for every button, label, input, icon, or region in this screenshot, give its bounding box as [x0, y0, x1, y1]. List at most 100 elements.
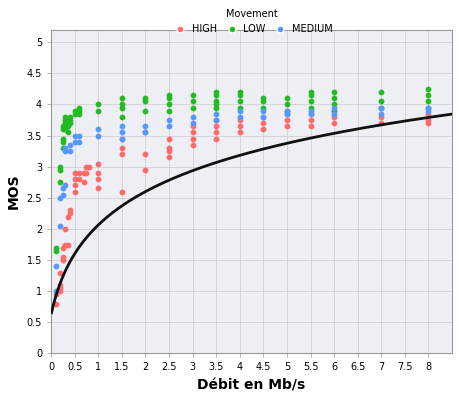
- Point: [59, 257, 67, 263]
- Point: [307, 117, 314, 123]
- Point: [142, 98, 149, 105]
- Point: [425, 98, 432, 105]
- Point: [118, 114, 125, 120]
- Point: [165, 117, 173, 123]
- Point: [95, 101, 102, 108]
- Point: [213, 98, 220, 105]
- Point: [213, 105, 220, 111]
- Point: [236, 123, 243, 129]
- Point: [83, 170, 90, 176]
- Point: [52, 288, 59, 294]
- Point: [142, 95, 149, 101]
- Point: [66, 117, 73, 123]
- Point: [95, 107, 102, 114]
- Point: [52, 300, 59, 307]
- Point: [76, 107, 83, 114]
- Point: [213, 136, 220, 142]
- Point: [62, 148, 69, 154]
- Point: [236, 129, 243, 136]
- Point: [80, 179, 88, 186]
- Point: [62, 182, 69, 189]
- Point: [189, 129, 196, 136]
- Point: [213, 101, 220, 108]
- Point: [213, 111, 220, 117]
- Point: [118, 105, 125, 111]
- Point: [189, 142, 196, 148]
- Point: [57, 164, 64, 170]
- Point: [283, 107, 291, 114]
- Point: [95, 170, 102, 176]
- Point: [189, 136, 196, 142]
- Point: [142, 123, 149, 129]
- Point: [142, 167, 149, 173]
- Point: [213, 123, 220, 129]
- Y-axis label: MOS: MOS: [7, 174, 21, 209]
- Point: [64, 123, 71, 129]
- Point: [57, 285, 64, 291]
- Point: [118, 151, 125, 158]
- Point: [307, 111, 314, 117]
- Point: [236, 105, 243, 111]
- Point: [189, 114, 196, 120]
- Point: [378, 89, 385, 95]
- Point: [165, 95, 173, 101]
- Point: [236, 92, 243, 98]
- Point: [66, 148, 73, 154]
- Point: [95, 185, 102, 192]
- Point: [71, 138, 78, 145]
- Point: [76, 138, 83, 145]
- Point: [142, 151, 149, 158]
- Point: [330, 107, 338, 114]
- Point: [59, 245, 67, 251]
- Point: [330, 111, 338, 117]
- Point: [66, 120, 73, 126]
- Point: [283, 101, 291, 108]
- Point: [189, 120, 196, 126]
- Point: [57, 223, 64, 229]
- Point: [307, 92, 314, 98]
- Point: [118, 95, 125, 101]
- Point: [59, 185, 67, 192]
- Point: [425, 117, 432, 123]
- Point: [260, 126, 267, 132]
- Point: [57, 288, 64, 294]
- Point: [307, 107, 314, 114]
- Point: [57, 195, 64, 201]
- Point: [425, 105, 432, 111]
- Point: [378, 98, 385, 105]
- Point: [59, 136, 67, 142]
- Point: [59, 123, 67, 129]
- Point: [142, 129, 149, 136]
- Point: [307, 105, 314, 111]
- Point: [71, 182, 78, 189]
- Point: [71, 176, 78, 182]
- Point: [118, 136, 125, 142]
- Point: [330, 89, 338, 95]
- Point: [260, 98, 267, 105]
- Point: [64, 213, 71, 220]
- Point: [118, 136, 125, 142]
- Point: [165, 107, 173, 114]
- Point: [57, 282, 64, 288]
- Point: [118, 129, 125, 136]
- Point: [85, 164, 92, 170]
- Point: [425, 92, 432, 98]
- Point: [260, 120, 267, 126]
- Point: [59, 145, 67, 151]
- Point: [236, 98, 243, 105]
- Point: [378, 105, 385, 111]
- Point: [52, 247, 59, 254]
- Point: [165, 154, 173, 160]
- Point: [76, 111, 83, 117]
- Point: [52, 291, 59, 298]
- Point: [142, 107, 149, 114]
- Point: [189, 123, 196, 129]
- Point: [425, 111, 432, 117]
- Point: [165, 148, 173, 154]
- Point: [425, 107, 432, 114]
- Point: [236, 114, 243, 120]
- Point: [62, 145, 69, 151]
- Point: [118, 123, 125, 129]
- Point: [378, 105, 385, 111]
- Point: [62, 117, 69, 123]
